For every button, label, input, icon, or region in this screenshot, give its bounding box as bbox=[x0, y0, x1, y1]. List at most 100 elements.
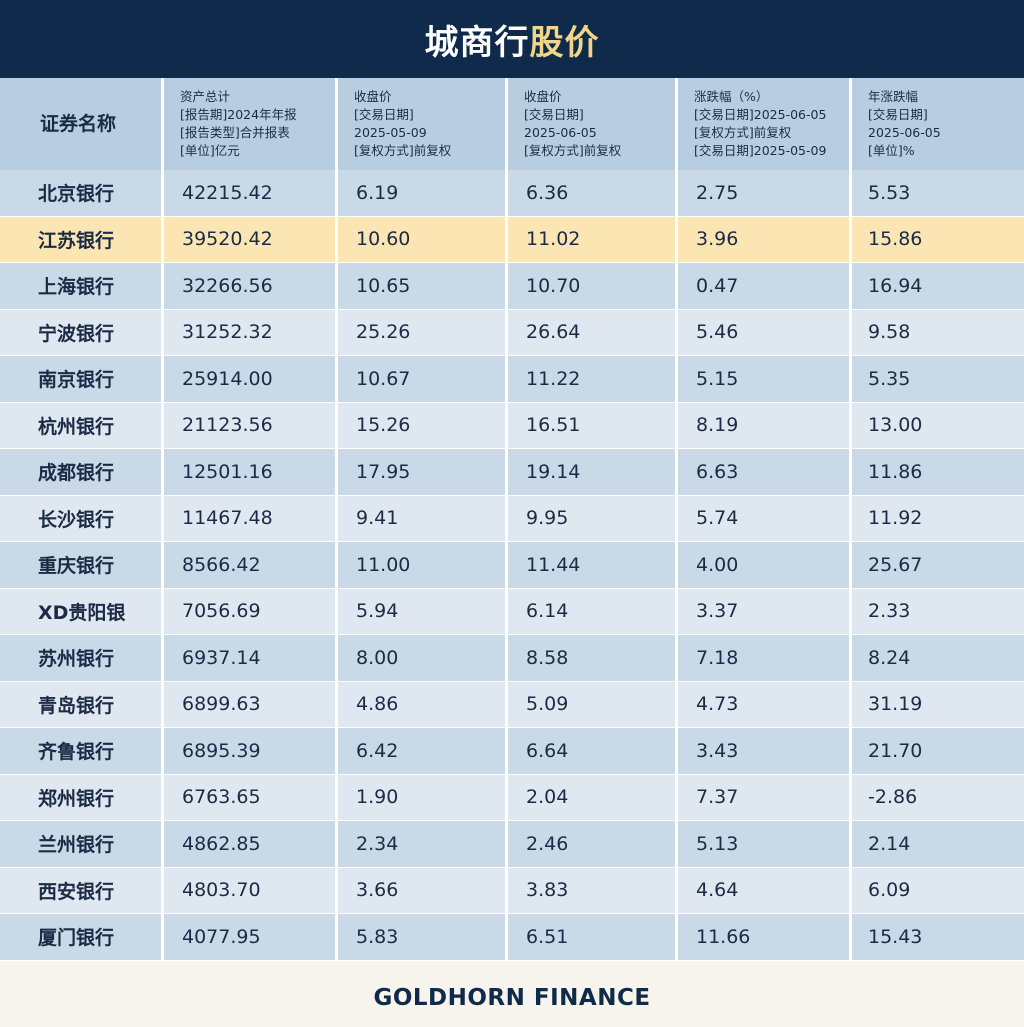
change-pct: 6.63 bbox=[678, 449, 852, 495]
bank-name: 齐鲁银行 bbox=[0, 728, 164, 774]
annual-change-pct: -2.86 bbox=[868, 786, 918, 809]
header-total-assets: 资产总计 [报告期]2024年年报 [报告类型]合并报表 [单位]亿元 bbox=[164, 78, 338, 170]
total-assets: 39520.42 bbox=[164, 216, 338, 262]
change-pct: 4.64 bbox=[678, 867, 852, 913]
table-row: 宁波银行 31252.32 25.26 26.64 5.46 9.58 bbox=[0, 309, 1024, 356]
close-price-0509: 8.00 bbox=[338, 635, 508, 681]
header-close-0605: 收盘价 [交易日期] 2025-06-05 [复权方式]前复权 bbox=[508, 78, 678, 170]
close-price-0605: 9.95 bbox=[508, 495, 678, 541]
close-price-0605: 10.70 bbox=[508, 263, 678, 309]
close-price-0605: 2.46 bbox=[508, 821, 678, 867]
annual-change-pct: 5.53 bbox=[868, 181, 911, 204]
header-line: 收盘价 bbox=[524, 89, 562, 104]
annual-change-pct: 8.24 bbox=[868, 646, 911, 669]
close-price-0509: 6.19 bbox=[338, 170, 508, 216]
close-price-0605: 6.51 bbox=[508, 914, 678, 960]
table-row: 兰州银行 4862.85 2.34 2.46 5.13 2.14 bbox=[0, 821, 1024, 868]
bank-name: 兰州银行 bbox=[0, 821, 164, 867]
close-price-0605: 8.58 bbox=[508, 635, 678, 681]
header-line: [复权方式]前复权 bbox=[694, 125, 792, 140]
change-pct: 4.73 bbox=[678, 681, 852, 727]
close-price-0509: 5.83 bbox=[338, 914, 508, 960]
close-price-0509: 10.60 bbox=[338, 216, 508, 262]
close-price-0605: 11.22 bbox=[508, 356, 678, 402]
header-line: 涨跌幅（%） bbox=[694, 89, 769, 104]
close-price-0605: 5.09 bbox=[508, 681, 678, 727]
total-assets: 6937.14 bbox=[164, 635, 338, 681]
change-pct: 8.19 bbox=[678, 402, 852, 448]
total-assets: 4862.85 bbox=[164, 821, 338, 867]
bank-name: 厦门银行 bbox=[0, 914, 164, 960]
header-line: 资产总计 bbox=[180, 89, 231, 104]
close-price-0605: 2.04 bbox=[508, 774, 678, 820]
close-price-0605: 26.64 bbox=[508, 309, 678, 355]
close-price-0509: 25.26 bbox=[338, 309, 508, 355]
annual-change-pct: 21.70 bbox=[868, 739, 923, 762]
annual-change-pct: 11.92 bbox=[868, 507, 923, 530]
header-line: [交易日期] bbox=[524, 107, 584, 122]
bank-name: 宁波银行 bbox=[0, 309, 164, 355]
change-pct: 0.47 bbox=[678, 263, 852, 309]
total-assets: 4077.95 bbox=[164, 914, 338, 960]
bank-name: XD贵阳银 bbox=[0, 588, 164, 634]
header-change-pct: 涨跌幅（%） [交易日期]2025-06-05 [复权方式]前复权 [交易日期]202… bbox=[678, 78, 852, 170]
close-price-0509: 4.86 bbox=[338, 681, 508, 727]
total-assets: 7056.69 bbox=[164, 588, 338, 634]
close-price-0605: 6.14 bbox=[508, 588, 678, 634]
total-assets: 6899.63 bbox=[164, 681, 338, 727]
total-assets: 11467.48 bbox=[164, 495, 338, 541]
table-row: 西安银行 4803.70 3.66 3.83 4.64 6.09 bbox=[0, 867, 1024, 914]
change-pct: 4.00 bbox=[678, 542, 852, 588]
total-assets: 32266.56 bbox=[164, 263, 338, 309]
change-pct: 7.37 bbox=[678, 774, 852, 820]
header-line: [交易日期]2025-05-09 bbox=[694, 143, 827, 158]
close-price-0509: 10.67 bbox=[338, 356, 508, 402]
close-price-0605: 11.44 bbox=[508, 542, 678, 588]
close-price-0509: 6.42 bbox=[338, 728, 508, 774]
bank-name: 郑州银行 bbox=[0, 774, 164, 820]
annual-change-pct: 31.19 bbox=[868, 693, 923, 716]
close-price-0509: 3.66 bbox=[338, 867, 508, 913]
header-line: [复权方式]前复权 bbox=[354, 143, 452, 158]
close-price-0605: 6.64 bbox=[508, 728, 678, 774]
header-close-0509: 收盘价 [交易日期] 2025-05-09 [复权方式]前复权 bbox=[338, 78, 508, 170]
bank-name: 重庆银行 bbox=[0, 542, 164, 588]
total-assets: 8566.42 bbox=[164, 542, 338, 588]
header-line: [单位]% bbox=[868, 143, 915, 158]
header-line: 2025-06-05 bbox=[868, 125, 941, 140]
table-row: 上海银行 32266.56 10.65 10.70 0.47 16.94 bbox=[0, 263, 1024, 310]
table-row: 郑州银行 6763.65 1.90 2.04 7.37 -2.86 bbox=[0, 774, 1024, 821]
title-part1: 城商行 bbox=[424, 22, 530, 63]
change-pct: 5.15 bbox=[678, 356, 852, 402]
annual-change-pct: 6.09 bbox=[868, 879, 911, 902]
total-assets: 42215.42 bbox=[164, 170, 338, 216]
annual-change-pct: 2.33 bbox=[868, 600, 911, 623]
bank-name: 西安银行 bbox=[0, 867, 164, 913]
header-line: [复权方式]前复权 bbox=[524, 143, 622, 158]
annual-change-pct: 13.00 bbox=[868, 414, 923, 437]
close-price-0605: 11.02 bbox=[508, 216, 678, 262]
header-line: 年涨跌幅 bbox=[868, 89, 919, 104]
bank-name: 青岛银行 bbox=[0, 681, 164, 727]
table-row: 杭州银行 21123.56 15.26 16.51 8.19 13.00 bbox=[0, 402, 1024, 449]
bank-name: 长沙银行 bbox=[0, 495, 164, 541]
table-row: 齐鲁银行 6895.39 6.42 6.64 3.43 21.70 bbox=[0, 728, 1024, 775]
header-line: 2025-05-09 bbox=[354, 125, 427, 140]
title-part2: 股价 bbox=[529, 22, 600, 63]
close-price-0509: 11.00 bbox=[338, 542, 508, 588]
close-price-0509: 1.90 bbox=[338, 774, 508, 820]
annual-change-pct: 25.67 bbox=[868, 553, 923, 576]
close-price-0509: 17.95 bbox=[338, 449, 508, 495]
annual-change-pct: 9.58 bbox=[868, 321, 911, 344]
table-row: 成都银行 12501.16 17.95 19.14 6.63 11.86 bbox=[0, 449, 1024, 496]
close-price-0605: 19.14 bbox=[508, 449, 678, 495]
total-assets: 4803.70 bbox=[164, 867, 338, 913]
bank-name: 江苏银行 bbox=[0, 216, 164, 262]
annual-change-pct: 11.86 bbox=[868, 460, 923, 483]
header-line: 证券名称 bbox=[40, 113, 117, 135]
annual-change-pct: 15.43 bbox=[868, 925, 923, 948]
page-title: 城商行 股价 bbox=[0, 0, 1024, 78]
header-line: [报告类型]合并报表 bbox=[180, 125, 290, 140]
header-line: [交易日期]2025-06-05 bbox=[694, 107, 827, 122]
header-line: [交易日期] bbox=[354, 107, 414, 122]
